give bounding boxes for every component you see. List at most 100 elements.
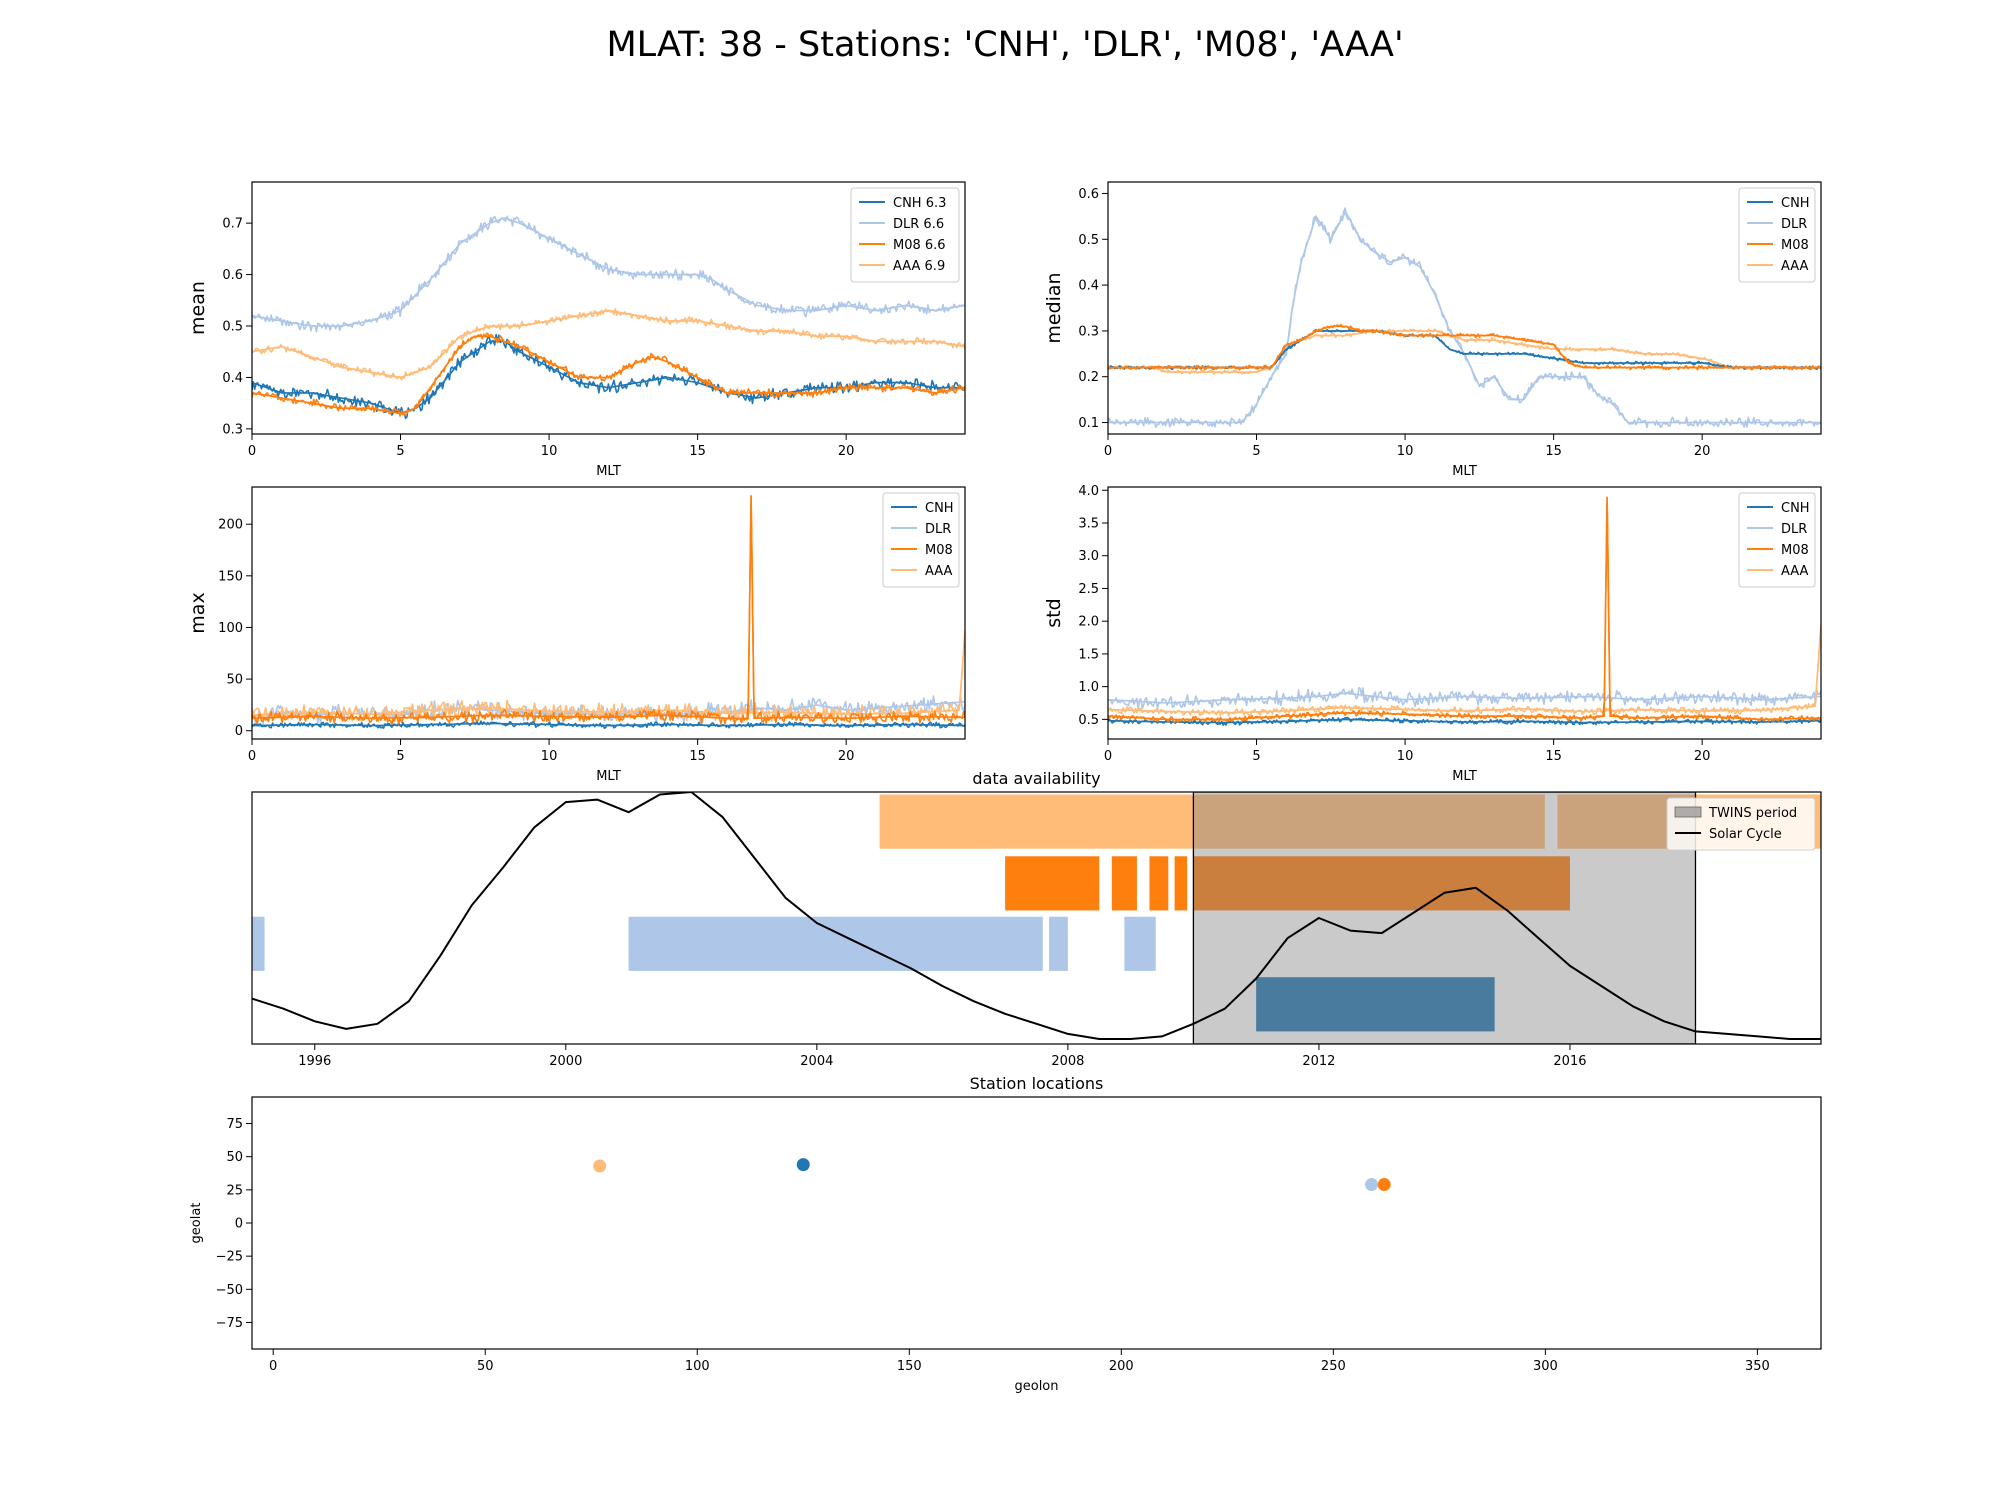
series-keyline-AAA (1108, 624, 1821, 714)
y-tick-label: 0.1 (1078, 416, 1099, 431)
x-tick-label: 2000 (549, 1054, 582, 1069)
x-tick-label: 15 (689, 749, 706, 764)
series-line-AAA (252, 307, 965, 381)
series-keyline-M08 (1108, 325, 1821, 369)
plot-area (252, 215, 965, 420)
x-tick-label: 150 (897, 1359, 922, 1374)
legend-swatch (1674, 806, 1702, 818)
availability-bar-M08 (1193, 856, 1570, 911)
y-tick-label: 0.3 (222, 422, 243, 437)
x-axis-label: MLT (596, 769, 621, 784)
legend-entry: CNH 6.3 (893, 196, 946, 211)
availability-bar-M08 (1149, 856, 1169, 911)
station-point-DLR (1365, 1178, 1379, 1192)
x-tick-label: 1996 (298, 1054, 331, 1069)
y-tick-label: 0.5 (222, 320, 243, 335)
legend-entry: CNH (1781, 501, 1810, 516)
x-tick-label: 300 (1533, 1359, 1558, 1374)
x-tick-label: 350 (1745, 1359, 1770, 1374)
x-tick-label: 10 (541, 444, 558, 459)
series-keyline-CNH (252, 722, 965, 727)
y-tick-label: 75 (226, 1117, 243, 1132)
plot-area (1108, 496, 1821, 726)
y-tick-label: 3.5 (1078, 517, 1099, 532)
legend-entry: CNH (1781, 196, 1810, 211)
series-line-M08 (252, 495, 965, 725)
x-tick-label: 50 (477, 1359, 494, 1374)
x-tick-label: 10 (1397, 749, 1414, 764)
y-axis-label: max (187, 592, 209, 633)
figure-title: MLAT: 38 - Stations: 'CNH', 'DLR', 'M08'… (606, 25, 1403, 65)
axes-frame (1107, 181, 1822, 435)
legend-entry: CNH (925, 501, 954, 516)
x-tick-label: 5 (396, 444, 404, 459)
plot-area (1108, 207, 1821, 429)
y-axis-label: geolat (189, 1203, 204, 1244)
legend (850, 187, 960, 283)
axes-frame (251, 791, 1822, 1045)
y-tick-label: 3.0 (1078, 549, 1099, 564)
x-tick-label: 2016 (1553, 1054, 1586, 1069)
availability-bar-CNH (1256, 977, 1495, 1032)
x-tick-label: 5 (1252, 444, 1260, 459)
x-tick-label: 15 (1545, 749, 1562, 764)
availability-bar-DLR (1124, 916, 1156, 971)
x-tick-label: 2004 (800, 1054, 833, 1069)
x-tick-label: 10 (1397, 444, 1414, 459)
x-tick-label: 0 (248, 749, 256, 764)
axes-frame (251, 486, 966, 740)
x-tick-label: 10 (541, 749, 558, 764)
y-tick-label: 1.5 (1078, 647, 1099, 662)
chart-locations: 0 50 100 150 200 250 300 350 −75 −50 −25 0 25 50 75 geo… (189, 1074, 1822, 1394)
series-keyline-M08 (1108, 496, 1821, 721)
legend (1666, 797, 1816, 851)
axes-title: data availability (972, 769, 1100, 788)
y-tick-label: 0.5 (1078, 233, 1099, 248)
y-tick-label: −50 (216, 1283, 243, 1298)
plot-area (252, 792, 1821, 1044)
station-point-AAA (593, 1159, 607, 1173)
legend-entry: M08 6.6 (893, 238, 946, 253)
y-tick-label: 4.0 (1078, 484, 1099, 499)
x-axis-label: geolon (1014, 1379, 1058, 1394)
availability-bar-DLR (1049, 916, 1068, 971)
x-tick-label: 15 (1545, 444, 1562, 459)
axes-frame (1107, 486, 1822, 740)
y-tick-label: −25 (216, 1250, 243, 1265)
x-tick-label: 250 (1321, 1359, 1346, 1374)
x-tick-label: 2008 (1051, 1054, 1084, 1069)
availability-bar-M08 (1111, 856, 1137, 911)
chart-mean: 0 5 10 15 20 0.3 0.4 0.5 0.6 0.7 MLT mean CNH 6.3 DLR… (187, 181, 966, 479)
x-tick-label: 0 (1104, 444, 1112, 459)
x-axis-label: MLT (1452, 769, 1477, 784)
y-axis-label: std (1043, 598, 1065, 627)
legend-entry: AAA (925, 564, 953, 579)
x-tick-label: 0 (1104, 749, 1112, 764)
x-tick-label: 20 (1694, 749, 1711, 764)
y-tick-label: 50 (226, 1150, 243, 1165)
y-tick-label: 50 (226, 673, 243, 688)
legend-entry: DLR 6.6 (893, 217, 944, 232)
series-keyline-DLR (1108, 210, 1821, 424)
availability-bar-DLR (252, 916, 265, 971)
y-tick-label: 100 (218, 621, 243, 636)
y-tick-label: 0.7 (222, 217, 243, 232)
legend-entry: Solar Cycle (1709, 827, 1782, 842)
series-line-AAA (1108, 624, 1821, 717)
legend-entry: AAA (1781, 564, 1809, 579)
y-tick-label: 0.4 (222, 371, 243, 386)
series-keyline-M08 (252, 495, 965, 720)
series-keyline-CNH (1108, 718, 1821, 724)
legend (1738, 187, 1816, 283)
x-tick-label: 0 (248, 444, 256, 459)
y-tick-label: 150 (218, 569, 243, 584)
plot-area (252, 495, 965, 730)
y-tick-label: 200 (218, 518, 243, 533)
legend-entry: AAA (1781, 259, 1809, 274)
legend (1738, 492, 1816, 588)
series-line-DLR (1108, 686, 1821, 710)
chart-availability: 1996 2000 2004 2008 2012 2016 data availabilit… (251, 769, 1822, 1069)
twins-period-span (1192, 792, 1697, 1044)
